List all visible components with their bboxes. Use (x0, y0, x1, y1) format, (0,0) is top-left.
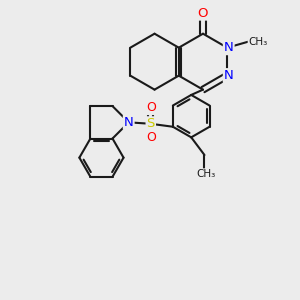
Text: CH₃: CH₃ (248, 37, 268, 47)
Text: S: S (147, 117, 155, 130)
Text: N: N (224, 69, 234, 82)
Text: N: N (124, 116, 134, 129)
Text: O: O (146, 101, 156, 114)
Text: O: O (146, 130, 156, 143)
Text: N: N (224, 41, 234, 54)
Text: O: O (198, 7, 208, 20)
Text: CH₃: CH₃ (196, 169, 216, 179)
